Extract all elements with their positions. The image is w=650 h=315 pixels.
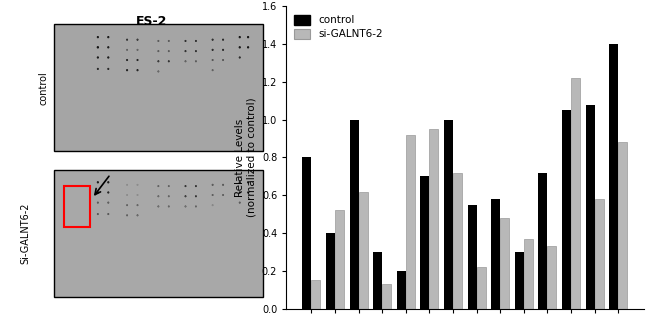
Bar bbox=[373, 252, 382, 309]
Legend: control, si-GALNT6-2: control, si-GALNT6-2 bbox=[291, 12, 386, 43]
Bar bbox=[311, 280, 320, 309]
Circle shape bbox=[108, 47, 109, 48]
Circle shape bbox=[239, 182, 240, 183]
Bar bbox=[491, 199, 500, 309]
Bar bbox=[302, 158, 311, 309]
Bar bbox=[618, 142, 627, 309]
Bar bbox=[547, 246, 556, 309]
Bar bbox=[54, 169, 263, 297]
Bar bbox=[382, 284, 391, 309]
Text: Si-GALNT6-2: Si-GALNT6-2 bbox=[20, 202, 30, 264]
Circle shape bbox=[137, 70, 138, 71]
Circle shape bbox=[108, 57, 109, 58]
Bar bbox=[406, 135, 415, 309]
Text: control: control bbox=[38, 71, 49, 105]
Circle shape bbox=[239, 192, 240, 193]
Bar bbox=[467, 205, 476, 309]
Bar bbox=[571, 78, 580, 309]
Circle shape bbox=[108, 192, 109, 193]
Bar bbox=[476, 267, 486, 309]
Bar bbox=[430, 129, 438, 309]
Bar bbox=[538, 173, 547, 309]
Bar bbox=[326, 233, 335, 309]
Bar bbox=[562, 110, 571, 309]
Bar bbox=[586, 105, 595, 309]
Bar bbox=[335, 210, 344, 309]
Y-axis label: Relative Levels
(normalized to control): Relative Levels (normalized to control) bbox=[235, 98, 256, 217]
Bar bbox=[397, 271, 406, 309]
Bar bbox=[595, 199, 604, 309]
Text: ES-2: ES-2 bbox=[136, 15, 168, 28]
Bar bbox=[359, 192, 367, 309]
Circle shape bbox=[239, 47, 240, 48]
Bar bbox=[453, 173, 462, 309]
Bar bbox=[444, 120, 453, 309]
Bar bbox=[421, 176, 430, 309]
Circle shape bbox=[108, 182, 109, 183]
Bar bbox=[500, 218, 509, 309]
Bar bbox=[64, 186, 90, 227]
Bar bbox=[350, 120, 359, 309]
Bar bbox=[54, 25, 263, 152]
Bar bbox=[609, 44, 618, 309]
Bar bbox=[524, 239, 533, 309]
Bar bbox=[515, 252, 524, 309]
